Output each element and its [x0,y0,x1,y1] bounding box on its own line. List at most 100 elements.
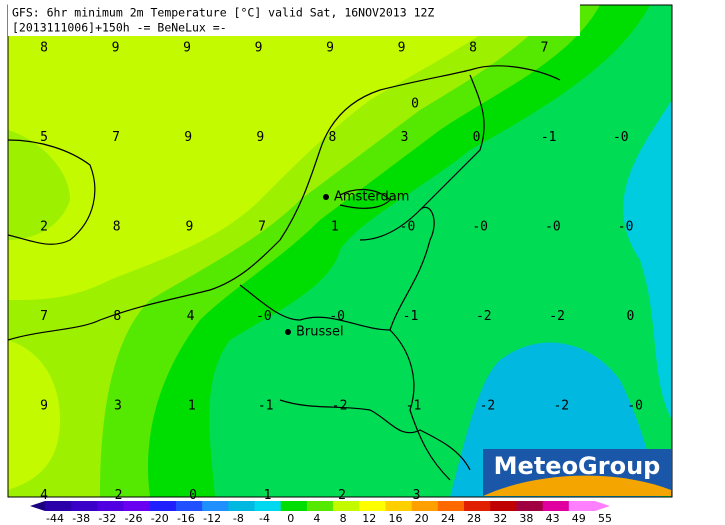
grid-value: -0 [472,220,488,235]
grid-value: -0 [613,130,629,145]
grid-value: 4 [187,309,195,324]
colorbar-segment [333,501,360,511]
temperature-field [8,5,672,497]
grid-value: 9 [398,41,406,56]
grid-value: -0 [400,220,416,235]
logo-text: MeteoGroup [494,452,661,480]
colorbar-label: 43 [546,512,560,525]
grid-value: 7 [40,309,48,324]
header-line: [2013111006]+150h -= BeNeLux =- [12,21,227,35]
colorbar-label: 4 [313,512,320,525]
colorbar-arrow-right [595,501,610,511]
grid-value: -0 [545,220,561,235]
grid-value: -1 [258,399,274,414]
colorbar-label: -16 [177,512,195,525]
colorbar-label: -44 [46,512,64,525]
colorbar-label: 24 [441,512,455,525]
grid-value: 3 [413,488,421,503]
colorbar-segment [202,501,229,511]
colorbar-label: -32 [98,512,116,525]
colorbar-label: 8 [340,512,347,525]
colorbar-label: -26 [125,512,143,525]
grid-value: 2 [40,220,48,235]
grid-value: -0 [329,309,345,324]
grid-value: 9 [112,41,120,56]
borders [8,65,561,481]
grid-value: 3 [114,399,122,414]
colorbar-label: -4 [259,512,270,525]
colorbar-segment [516,501,544,511]
grid-value: 7 [258,220,266,235]
colorbar-label: -12 [203,512,221,525]
grid-value: -1 [403,309,419,324]
grid-value: -2 [332,399,348,414]
grid-value: -2 [549,309,565,324]
grid-value: 3 [401,130,409,145]
colorbar-segment [306,501,334,511]
grid-value: 9 [183,41,191,56]
colorbar-segment [411,501,439,511]
grid-value: 1 [188,399,196,414]
colorbar-arrow-left [30,501,45,511]
grid-value: 5 [40,130,48,145]
colorbar-segment [280,501,308,511]
colorbar-segment [228,501,256,511]
colorbar-segment [568,501,596,511]
grid-value: -1 [406,399,422,414]
grid-value: 1 [264,488,272,503]
colorbar-segment [437,501,465,511]
colorbar-segment [385,501,413,511]
grid-value: 9 [256,130,264,145]
grid-value: -2 [553,399,569,414]
colorbar-segment [175,501,203,511]
grid-value: 2 [115,488,123,503]
grid-value: -0 [627,399,643,414]
colorbar-segment [97,501,125,511]
grid-value: -2 [476,309,492,324]
grid-value: 0 [626,309,634,324]
grid-value: -2 [480,399,496,414]
colorbar-segment [71,501,98,511]
colorbar-segment [149,501,177,511]
colorbar-label: 0 [287,512,294,525]
colorbar-label: -38 [72,512,90,525]
grid-value: 0 [411,97,419,112]
colorbar-segment [359,501,386,511]
grid-value: -0 [256,309,272,324]
grid-value: 9 [184,130,192,145]
city-label: Amsterdam [334,190,409,205]
colorbar-segment [254,501,282,511]
colorbar-label: 38 [519,512,533,525]
grid-value: 8 [113,309,121,324]
colorbar-label: -8 [233,512,244,525]
colorbar-segment [45,501,72,511]
logo: MeteoGroup [483,449,671,496]
grid-value: -1 [541,130,557,145]
grid-value: 7 [112,130,120,145]
grid-value: -0 [618,220,634,235]
grid-value: 8 [328,130,336,145]
grid-value: 4 [40,488,48,503]
header-box [8,4,580,36]
colorbar-segment [490,501,517,511]
colorbar-label: 28 [467,512,481,525]
grid-value: 8 [469,41,477,56]
colorbar-segment [464,501,491,511]
colorbar-label: 12 [362,512,376,525]
grid-value: 9 [255,41,263,56]
colorbar-label: 20 [415,512,429,525]
grid-value: 8 [40,41,48,56]
grid-value: 8 [113,220,121,235]
colorbar-label: 32 [493,512,507,525]
colorbar-label: 16 [388,512,402,525]
header-line: GFS: 6hr minimum 2m Temperature [°C] val… [12,6,434,20]
logo-swoosh [483,475,671,496]
colorbar-label: -20 [151,512,169,525]
grid-value: 1 [331,220,339,235]
colorbar-label: 49 [572,512,586,525]
grid-value: 0 [473,130,481,145]
colorbar-label: 55 [598,512,612,525]
grid-value: 0 [189,488,197,503]
city-label: Brussel [296,325,344,340]
